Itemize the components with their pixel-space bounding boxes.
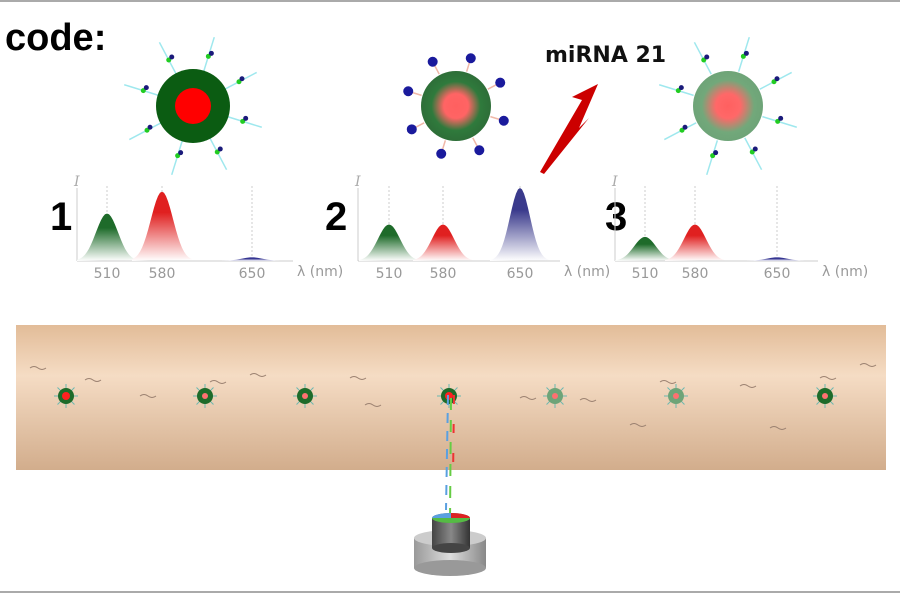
nanoparticle-3 bbox=[693, 71, 763, 141]
quencher bbox=[208, 50, 214, 56]
spectrum-chart-3: 3 Iλ (nm) 510 580 650 bbox=[605, 174, 868, 282]
y-axis-label: I bbox=[354, 174, 361, 190]
quencher bbox=[178, 150, 184, 156]
squiggle bbox=[84, 378, 102, 382]
squiggle bbox=[519, 396, 537, 400]
blue-dye bbox=[427, 56, 438, 67]
target-label: miRNA 21 bbox=[545, 43, 666, 68]
peak-510 bbox=[359, 224, 419, 261]
peak-510 bbox=[615, 236, 675, 261]
particle-core bbox=[202, 393, 208, 399]
x-tick-label: 580 bbox=[430, 266, 457, 282]
quencher bbox=[678, 85, 684, 91]
quencher bbox=[147, 124, 153, 130]
detector bbox=[414, 513, 486, 576]
quencher bbox=[243, 115, 249, 121]
squiggle bbox=[579, 398, 597, 402]
y-axis-label: I bbox=[73, 174, 80, 190]
blue-dye bbox=[403, 86, 414, 97]
x-tick-label: 510 bbox=[94, 266, 121, 282]
particle-core bbox=[62, 392, 70, 400]
particle-core bbox=[552, 393, 558, 399]
heading: code: bbox=[5, 17, 106, 59]
quencher bbox=[743, 50, 749, 56]
blue-dye bbox=[436, 148, 447, 159]
quencher bbox=[682, 124, 688, 130]
peak-650 bbox=[747, 257, 807, 261]
squiggle bbox=[139, 394, 157, 398]
x-tick-label: 650 bbox=[507, 266, 534, 282]
quencher bbox=[239, 76, 245, 82]
quencher bbox=[778, 115, 784, 121]
squiggle bbox=[859, 363, 877, 367]
peak-580 bbox=[132, 191, 192, 261]
panel-label: 3 bbox=[605, 195, 627, 239]
x-tick-label: 510 bbox=[632, 266, 659, 282]
squiggle bbox=[769, 426, 787, 430]
spectrum-chart-1: 1Iλ (nm) 510 580 650 bbox=[50, 174, 343, 282]
nanoparticle-2 bbox=[421, 71, 491, 141]
quencher bbox=[752, 146, 758, 152]
quencher bbox=[713, 150, 719, 156]
x-axis-label: λ (nm) bbox=[297, 264, 343, 280]
panel-label: 2 bbox=[325, 195, 347, 239]
panel-label: 1 bbox=[50, 195, 72, 239]
squiggle bbox=[364, 403, 382, 407]
x-tick-label: 650 bbox=[239, 266, 266, 282]
quencher bbox=[169, 54, 175, 60]
blue-dye bbox=[495, 77, 506, 88]
particle-core bbox=[822, 393, 828, 399]
nanoparticle-1 bbox=[156, 69, 230, 143]
quencher bbox=[774, 76, 780, 82]
squiggle bbox=[349, 376, 367, 380]
quencher bbox=[143, 85, 149, 91]
peak-650 bbox=[222, 257, 282, 261]
squiggle bbox=[739, 384, 757, 388]
spectrum-chart-2: 2Iλ (nm) 510 580 650 bbox=[325, 174, 610, 282]
blue-dye bbox=[465, 53, 476, 64]
quencher bbox=[704, 54, 710, 60]
particle-core bbox=[302, 393, 308, 399]
vessel-particles bbox=[29, 363, 877, 430]
blue-dye bbox=[406, 124, 417, 135]
squiggle bbox=[819, 376, 837, 380]
squiggle bbox=[249, 373, 267, 377]
x-axis-label: λ (nm) bbox=[564, 264, 610, 280]
peak-510 bbox=[77, 213, 137, 261]
x-tick-label: 580 bbox=[149, 266, 176, 282]
squiggle bbox=[29, 366, 47, 370]
probes bbox=[123, 36, 798, 176]
peak-580 bbox=[665, 224, 725, 261]
squiggle bbox=[629, 423, 647, 427]
x-tick-label: 510 bbox=[376, 266, 403, 282]
red-arrow bbox=[540, 84, 598, 174]
peak-650 bbox=[490, 188, 550, 261]
x-tick-label: 650 bbox=[764, 266, 791, 282]
squiggle bbox=[659, 380, 677, 384]
peak-580 bbox=[413, 224, 473, 261]
blue-dye bbox=[474, 145, 485, 156]
quencher bbox=[217, 146, 223, 152]
x-axis-label: λ (nm) bbox=[822, 264, 868, 280]
y-axis-label: I bbox=[611, 174, 618, 190]
blue-dye bbox=[498, 115, 509, 126]
x-tick-label: 580 bbox=[682, 266, 709, 282]
light-beam bbox=[445, 394, 455, 521]
squiggle bbox=[209, 380, 227, 384]
particle-core bbox=[673, 393, 679, 399]
